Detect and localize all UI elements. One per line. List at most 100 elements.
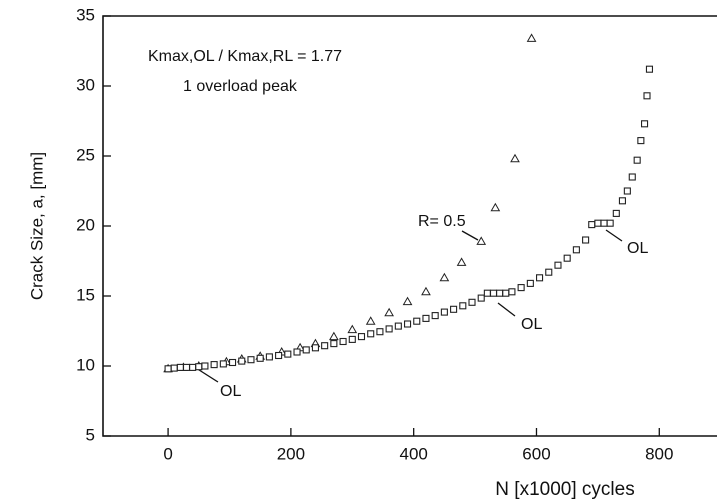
y-tick-label: 10 xyxy=(76,355,95,374)
square-point xyxy=(357,333,366,341)
square-point xyxy=(247,356,255,364)
x-tick-label: 600 xyxy=(522,444,550,463)
square-point xyxy=(594,219,602,227)
square-point xyxy=(640,120,649,128)
square-point xyxy=(645,65,654,73)
y-tick-label: 25 xyxy=(76,145,95,164)
square-point xyxy=(403,320,412,328)
square-point xyxy=(367,330,375,338)
x-tick-label: 400 xyxy=(399,444,427,463)
annotation: OL xyxy=(627,240,648,257)
triangle-point xyxy=(510,153,520,163)
triangle-point xyxy=(365,316,376,325)
square-point xyxy=(545,268,553,276)
square-point xyxy=(376,328,384,336)
annotation: OL xyxy=(521,316,542,333)
square-point xyxy=(302,346,310,354)
square-point xyxy=(502,289,510,297)
square-point xyxy=(385,325,393,333)
square-point xyxy=(588,221,596,229)
square-point xyxy=(164,365,172,373)
square-point xyxy=(201,362,209,370)
square-point xyxy=(508,288,516,296)
y-axis-label: Crack Size, a, [mm] xyxy=(27,152,46,300)
square-point xyxy=(563,254,571,262)
y-tick-label: 20 xyxy=(76,215,95,234)
square-point xyxy=(489,289,498,297)
square-point xyxy=(275,351,283,360)
square-point xyxy=(628,173,636,181)
square-point xyxy=(600,219,608,227)
square-point xyxy=(459,302,467,310)
square-point xyxy=(229,358,237,367)
square-point xyxy=(643,92,651,100)
square-point xyxy=(606,219,614,227)
square-point xyxy=(413,317,421,325)
x-tick-label: 0 xyxy=(163,444,172,463)
triangle-point xyxy=(329,331,339,341)
leader-line xyxy=(497,302,516,317)
annotation: R= 0.5 xyxy=(418,213,466,230)
square-point xyxy=(633,156,641,164)
square-point xyxy=(431,312,439,320)
square-point xyxy=(572,246,580,254)
triangle-point xyxy=(526,33,537,42)
square-point xyxy=(339,337,347,346)
square-point xyxy=(265,353,273,361)
annotation: OL xyxy=(220,383,241,400)
square-point xyxy=(284,350,292,358)
square-point xyxy=(517,284,525,292)
leader-line xyxy=(195,367,219,383)
square-point xyxy=(189,363,197,371)
square-point xyxy=(536,274,544,282)
square-point xyxy=(293,348,301,356)
x-tick-label: 200 xyxy=(277,444,305,463)
square-point xyxy=(440,308,448,316)
square-point xyxy=(210,361,218,369)
square-point xyxy=(477,294,485,302)
square-point xyxy=(176,363,184,371)
triangle-point xyxy=(439,272,450,282)
square-point xyxy=(450,305,458,313)
square-point xyxy=(182,363,191,371)
square-point xyxy=(612,209,620,217)
y-tick-label: 30 xyxy=(76,75,95,94)
square-point xyxy=(483,289,491,297)
square-point xyxy=(526,279,534,287)
triangle-point xyxy=(421,286,431,296)
leader-line xyxy=(461,230,479,241)
triangle-point xyxy=(490,202,501,212)
x-tick-label: 800 xyxy=(645,444,673,463)
square-point xyxy=(582,236,590,244)
square-point xyxy=(496,289,504,297)
y-tick-label: 5 xyxy=(86,425,95,444)
triangle-point xyxy=(402,296,413,306)
annotation: 1 overload peak xyxy=(183,78,298,95)
triangle-point xyxy=(476,236,487,245)
square-point xyxy=(618,197,626,205)
square-point xyxy=(554,261,562,269)
square-point xyxy=(170,364,178,372)
square-point xyxy=(321,342,329,350)
square-point xyxy=(637,137,645,145)
leader-line xyxy=(605,229,623,242)
square-point xyxy=(394,322,402,330)
square-point xyxy=(330,340,338,348)
triangle-point xyxy=(384,307,394,317)
x-axis-label: N [x1000] cycles xyxy=(495,479,634,500)
y-tick-label: 15 xyxy=(76,285,95,304)
square-point xyxy=(422,314,430,322)
square-point xyxy=(256,354,264,362)
triangle-point xyxy=(456,257,467,266)
y-tick-label: 35 xyxy=(76,5,95,24)
square-point xyxy=(348,335,356,343)
square-point xyxy=(219,360,227,368)
square-point xyxy=(623,187,631,195)
square-point xyxy=(195,363,203,371)
triangle-point xyxy=(347,324,358,334)
annotation: Kmax,OL / Kmax,RL = 1.77 xyxy=(148,48,342,65)
square-point xyxy=(238,357,246,365)
square-point xyxy=(311,344,319,352)
square-point xyxy=(468,298,476,306)
